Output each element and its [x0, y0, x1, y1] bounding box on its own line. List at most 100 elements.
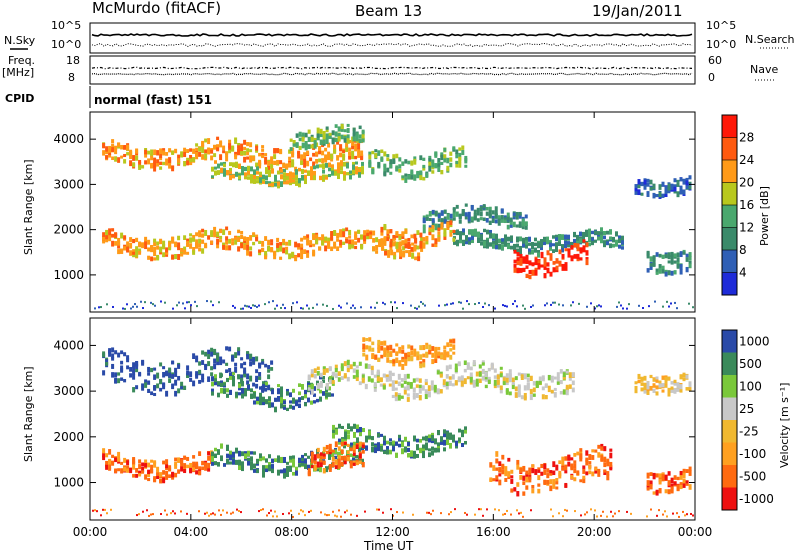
echo-cell	[306, 304, 308, 307]
echo-cell	[685, 387, 689, 391]
echo-cell	[637, 190, 641, 195]
echo-cell	[355, 454, 358, 459]
echo-cell	[201, 140, 205, 147]
echo-cell	[303, 249, 307, 254]
echo-cell	[285, 241, 289, 246]
echo-cell	[460, 377, 464, 382]
echo-cell	[192, 461, 196, 468]
echo-cell	[307, 136, 311, 142]
x-tick-label: 12:00	[375, 525, 410, 539]
echo-cell	[204, 462, 208, 468]
echo-cell	[303, 158, 307, 164]
echo-cell	[498, 473, 502, 477]
echo-cell	[232, 455, 235, 461]
echo-cell	[431, 450, 434, 456]
echo-cell	[348, 239, 352, 245]
echo-cell	[546, 267, 550, 274]
echo-cell	[135, 361, 139, 367]
echo-cell	[444, 304, 446, 307]
echo-cell	[679, 264, 683, 270]
echo-cell	[525, 260, 529, 265]
noise-tick-top-right: 10^5	[706, 19, 736, 32]
echo-cell	[517, 385, 521, 390]
echo-cell	[328, 173, 331, 178]
echo-cell	[105, 460, 109, 467]
echo-cell	[637, 179, 641, 185]
echo-cell	[198, 231, 202, 238]
echo-cell	[307, 374, 311, 381]
echo-cell	[174, 367, 178, 373]
echo-cell	[461, 430, 464, 435]
colorbar-segment	[722, 182, 737, 205]
echo-cell	[395, 352, 399, 357]
echo-cell	[448, 380, 452, 386]
echo-cell	[525, 240, 528, 245]
echo-cell	[383, 437, 386, 444]
echo-cell	[276, 242, 280, 248]
echo-cell	[250, 451, 253, 455]
echo-cell	[165, 152, 169, 156]
echo-cell	[446, 342, 450, 348]
echo-cell	[114, 241, 118, 246]
echo-cell	[292, 139, 296, 144]
echo-cell	[398, 436, 401, 441]
echo-cell	[667, 260, 671, 264]
echo-cell	[358, 168, 361, 173]
echo-cell	[366, 234, 370, 240]
echo-cell	[292, 172, 295, 179]
echo-cell	[249, 159, 253, 163]
echo-cell	[201, 154, 205, 160]
echo-cell	[499, 385, 503, 390]
echo-cell	[544, 395, 548, 400]
echo-cell	[437, 218, 441, 222]
echo-cell	[295, 180, 298, 186]
echo-cell	[403, 380, 407, 384]
echo-cell	[597, 233, 600, 239]
echo-cell	[648, 305, 650, 308]
echo-cell	[425, 217, 429, 221]
echo-cell	[437, 163, 441, 167]
echo-cell	[340, 161, 343, 168]
echo-cell	[244, 172, 247, 177]
echo-cell	[180, 247, 184, 253]
echo-cell	[640, 192, 644, 196]
echo-cell	[556, 377, 560, 384]
echo-cell	[291, 162, 295, 168]
echo-cell	[226, 444, 229, 451]
echo-cell	[98, 306, 100, 309]
echo-cell	[463, 360, 467, 366]
echo-cell	[371, 446, 374, 453]
echo-cell	[325, 368, 329, 373]
echo-cell	[555, 481, 559, 485]
echo-cell	[552, 249, 555, 253]
echo-cell	[504, 470, 508, 477]
echo-cell	[292, 455, 295, 460]
echo-cell	[223, 382, 226, 386]
echo-cell	[268, 512, 270, 515]
echo-cell	[207, 455, 211, 461]
echo-cell	[159, 387, 163, 392]
echo-cell	[342, 153, 346, 158]
echo-cell	[688, 466, 692, 472]
echo-cell	[280, 395, 283, 401]
echo-cell	[600, 455, 604, 461]
echo-cell	[352, 168, 355, 175]
echo-cell	[570, 241, 573, 248]
echo-cell	[265, 468, 268, 473]
echo-cell	[313, 140, 317, 145]
echo-cell	[183, 455, 187, 460]
echo-cell	[380, 149, 384, 153]
echo-cell	[446, 157, 450, 164]
echo-cell	[440, 222, 444, 227]
echo-cell	[357, 152, 361, 158]
echo-cell	[534, 237, 537, 242]
echo-cell	[156, 162, 160, 167]
echo-cell	[516, 248, 519, 253]
echo-cell	[371, 347, 375, 352]
echo-cell	[576, 470, 580, 476]
echo-cell	[346, 162, 349, 169]
echo-cell	[667, 183, 671, 189]
echo-cell	[501, 465, 505, 470]
echo-cell	[177, 242, 181, 248]
echo-cell	[543, 241, 546, 246]
